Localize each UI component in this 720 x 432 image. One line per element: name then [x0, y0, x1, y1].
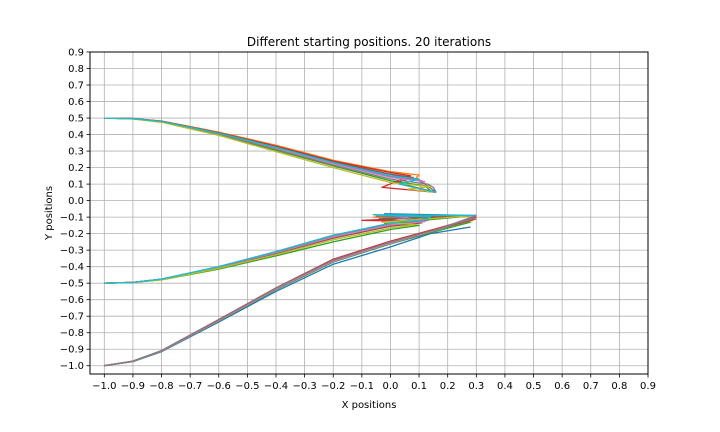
y-tick-label: −0.6	[60, 295, 84, 306]
y-tick-label: 0.4	[68, 130, 84, 141]
x-tick-label: −1.0	[92, 381, 116, 392]
y-tick-label: −0.8	[60, 328, 84, 339]
y-tick-label: 0.3	[68, 147, 84, 158]
y-tick-label: −0.3	[60, 246, 84, 257]
x-tick-label: −0.9	[121, 381, 145, 392]
y-tick-label: 0.0	[68, 196, 84, 207]
y-tick-label: −1.0	[60, 361, 84, 372]
x-tick-label: 0.0	[383, 381, 399, 392]
series-line-10	[104, 117, 437, 194]
y-tick-label: −0.9	[60, 345, 84, 356]
x-tick-label: 0.8	[611, 381, 627, 392]
y-tick-label: −0.7	[60, 312, 84, 323]
y-tick-label: −0.5	[60, 279, 84, 290]
x-tick-label: 0.7	[583, 381, 599, 392]
x-tick-label: 0.9	[640, 381, 656, 392]
x-tick-label: 0.5	[526, 381, 542, 392]
series-line-20	[104, 214, 477, 284]
x-tick-label: −0.4	[264, 381, 288, 392]
x-tick-label: −0.6	[207, 381, 231, 392]
y-tick-label: −0.1	[60, 213, 84, 224]
y-tick-label: 0.6	[68, 97, 84, 108]
y-tick-label: 0.9	[68, 48, 84, 59]
x-tick-label: −0.5	[235, 381, 259, 392]
y-tick-label: −0.2	[60, 229, 84, 240]
plot-frame	[89, 51, 649, 375]
grid-layer	[90, 51, 649, 374]
y-tick-label: 0.7	[68, 81, 84, 92]
x-tick-label: −0.2	[321, 381, 345, 392]
y-tick-label: −0.4	[60, 262, 84, 273]
y-tick-label: 0.2	[68, 163, 84, 174]
tick-layer: −1.0 −0.9 −0.8 −0.7 −0.6 −0.5 −0.4 −0.3 −0.2 −0.1…	[60, 48, 656, 393]
y-axis-label: Y positions	[44, 186, 55, 241]
x-tick-label: 0.4	[497, 381, 513, 392]
x-tick-label: 0.1	[411, 381, 427, 392]
x-axis-label: X positions	[342, 400, 397, 411]
x-tick-label: −0.1	[350, 381, 374, 392]
chart-title: Different starting positions. 20 iterati…	[247, 35, 491, 49]
x-tick-label: −0.8	[149, 381, 173, 392]
series-line-28	[104, 215, 477, 367]
y-tick-label: 0.5	[68, 114, 84, 125]
y-tick-label: 0.1	[68, 180, 84, 191]
x-tick-label: 0.3	[468, 381, 484, 392]
x-tick-label: −0.3	[292, 381, 316, 392]
series-layer	[104, 117, 477, 367]
x-tick-label: 0.6	[554, 381, 570, 392]
y-tick-label: 0.8	[68, 64, 84, 75]
x-tick-label: 0.2	[440, 381, 456, 392]
x-tick-label: −0.7	[178, 381, 202, 392]
